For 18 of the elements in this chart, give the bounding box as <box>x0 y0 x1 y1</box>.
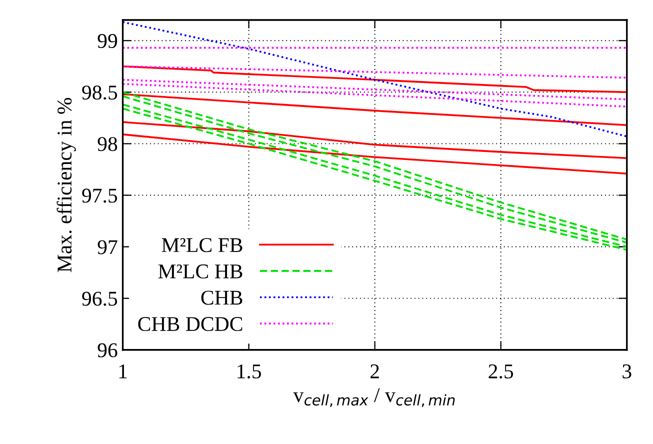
y-tick-label: 96.5 <box>82 292 118 306</box>
y-tick-label: 98 <box>98 137 118 152</box>
legend-label: CHB <box>201 290 242 305</box>
y-tick-label: 97.5 <box>82 188 118 203</box>
legend-label: CHB DCDC <box>138 317 242 332</box>
y-tick-label: 99 <box>98 34 118 48</box>
legend-label: M²LC HB <box>158 264 242 278</box>
x-tick-label: 3 <box>622 364 632 378</box>
x-tick-label: 2.5 <box>488 364 514 379</box>
x-axis-title: v$_{cell,max}$ / v$_{cell,min}$ <box>293 388 455 408</box>
y-axis-title: Max. efficiency in % <box>56 98 76 272</box>
x-tick-label: 2 <box>370 364 379 378</box>
x-tick-label: 1.5 <box>238 364 261 379</box>
y-tick-label: 98.5 <box>82 86 118 100</box>
x-tick-label: 1 <box>119 364 127 378</box>
legend-label: M²LC FB <box>162 238 242 252</box>
y-tick-label: 96 <box>98 343 118 358</box>
y-tick-label: 97 <box>98 240 118 254</box>
